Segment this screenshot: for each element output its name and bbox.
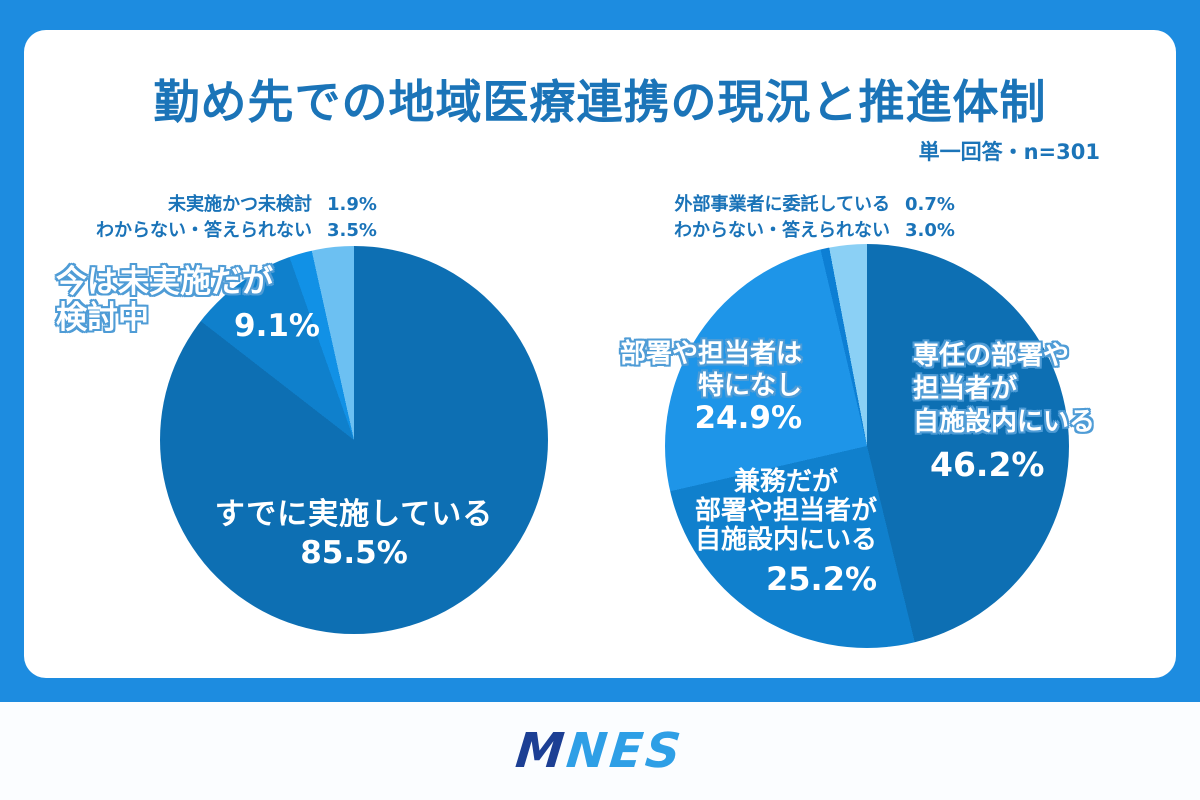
callout-label-dont-know-left: わからない・答えられない	[96, 220, 312, 241]
slice-label-considering-line2: 検討中	[56, 300, 149, 336]
slice-label-concurrent-staff-line3: 自施設内にいる	[694, 525, 877, 555]
slice-label-dedicated-staff-line1: 専任の部署や	[913, 341, 1070, 371]
callout-value-dont-know-left: 3.5%	[327, 220, 377, 241]
slice-value-no-department: 24.9%	[694, 400, 802, 436]
callout-label-dont-know-right: わからない・答えられない	[674, 220, 890, 241]
callout-label-not-considered: 未実施かつ未検討	[168, 194, 312, 215]
slice-label-dedicated-staff: 専任の部署や 担当者が 自施設内にいる	[913, 340, 1095, 439]
brand-logo: MNES	[513, 723, 686, 779]
slice-label-considering: 今は未実施だが 検討中	[56, 264, 273, 336]
callout-label-outsourced: 外部事業者に委託している	[674, 194, 890, 215]
slice-label-concurrent-staff: 兼務だが 部署や担当者が 自施設内にいる	[660, 468, 912, 555]
logo-letter-m: M	[513, 723, 571, 779]
slice-label-concurrent-staff-line1: 兼務だが	[733, 467, 838, 497]
slice-label-no-department-line2: 特になし	[697, 371, 802, 401]
slice-label-dedicated-staff-line3: 自施設内にいる	[913, 407, 1096, 437]
page-title: 勤め先での地域医療連携の現況と推進体制	[153, 75, 1047, 129]
slice-label-no-department-line1: 部署や担当者は	[619, 339, 802, 369]
slice-label-no-department: 部署や担当者は 特になし	[560, 338, 802, 402]
callout-value-dont-know-right: 3.0%	[905, 220, 955, 241]
callout-value-outsourced: 0.7%	[905, 194, 955, 215]
slice-label-considering-line1: 今は未実施だが	[56, 264, 273, 300]
slice-value-concurrent-staff: 25.2%	[766, 560, 878, 598]
pie-chart-implementation-status	[160, 246, 548, 634]
footer-bar: MNES	[0, 702, 1200, 800]
callout-list-right: 外部事業者に委託している 0.7% わからない・答えられない 3.0%	[638, 194, 955, 241]
callout-list-left: 未実施かつ未検討 1.9% わからない・答えられない 3.5%	[60, 194, 377, 241]
callout-value-not-considered: 1.9%	[327, 194, 377, 215]
slice-value-considering: 9.1%	[234, 308, 320, 344]
logo-letters-nes: NES	[564, 723, 687, 779]
slice-value-dedicated-staff: 46.2%	[930, 445, 1045, 484]
slice-label-dedicated-staff-line2: 担当者が	[913, 374, 1018, 404]
slice-label-concurrent-staff-line2: 部署や担当者が	[694, 496, 877, 526]
slice-label-already-implemented: すでに実施している	[214, 497, 494, 532]
sample-size-note: 単一回答・n=301	[918, 140, 1100, 164]
pie-chart-promotion-structure	[665, 244, 1069, 648]
slice-value-already-implemented: 85.5%	[300, 535, 408, 571]
